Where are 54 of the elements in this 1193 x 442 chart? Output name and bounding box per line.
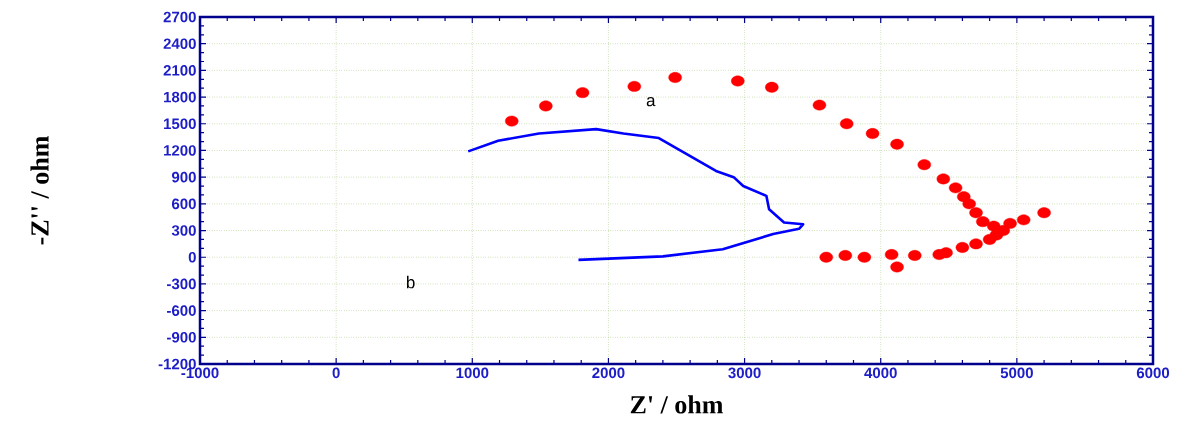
point [890,138,904,150]
x-tick-label: 0 [332,367,340,379]
series-label: a [646,97,656,107]
y-tick-label: 2700 [163,11,196,23]
y-tick-label: 2400 [163,38,196,49]
y-tick-label: -900 [167,331,196,343]
x-axis-title: Z' / ohm [630,395,723,414]
y-tick-label: 300 [171,225,196,236]
y-tick-label: 2100 [163,65,196,76]
point [976,216,990,228]
annotation: b [406,275,415,289]
point [936,173,951,185]
y-tick-label: 1200 [164,145,196,156]
point [865,128,880,139]
x-tick-label: 4000 [864,367,897,379]
x-tick-label: 3000 [728,367,761,379]
point [539,100,553,112]
line-series [466,127,805,262]
point [1016,214,1031,226]
point [857,251,872,263]
point [890,261,904,273]
y-tick-label: -600 [167,305,196,316]
x-tick-label: 5000 [1000,367,1033,379]
point [505,115,519,127]
y-tick-label: 1800 [164,91,196,103]
point [575,87,590,99]
point [1037,207,1051,219]
y-tick-label: 0 [188,251,196,263]
point [819,251,833,263]
point [917,159,931,171]
y-tick-label: 900 [171,171,196,183]
y-axis-title: -Z'' / ohm [30,136,49,245]
x-tick-label: 2000 [592,367,625,379]
x-tick-label: 6000 [1136,367,1170,379]
point [812,99,827,111]
point [969,238,983,250]
y-tick-label: 1500 [164,118,196,130]
point [932,249,946,260]
y-tick-label: 600 [171,198,196,210]
point [627,81,641,92]
point [982,234,997,245]
point [969,207,983,219]
point [962,198,976,210]
point [838,250,853,261]
point [839,118,854,130]
point [884,249,899,260]
point [668,72,682,83]
point [948,182,963,194]
point [731,75,745,87]
x-tick-label: 1000 [456,367,489,379]
point [955,242,970,253]
point [908,250,922,261]
y-tick-label: -300 [167,278,196,290]
point [765,81,779,93]
